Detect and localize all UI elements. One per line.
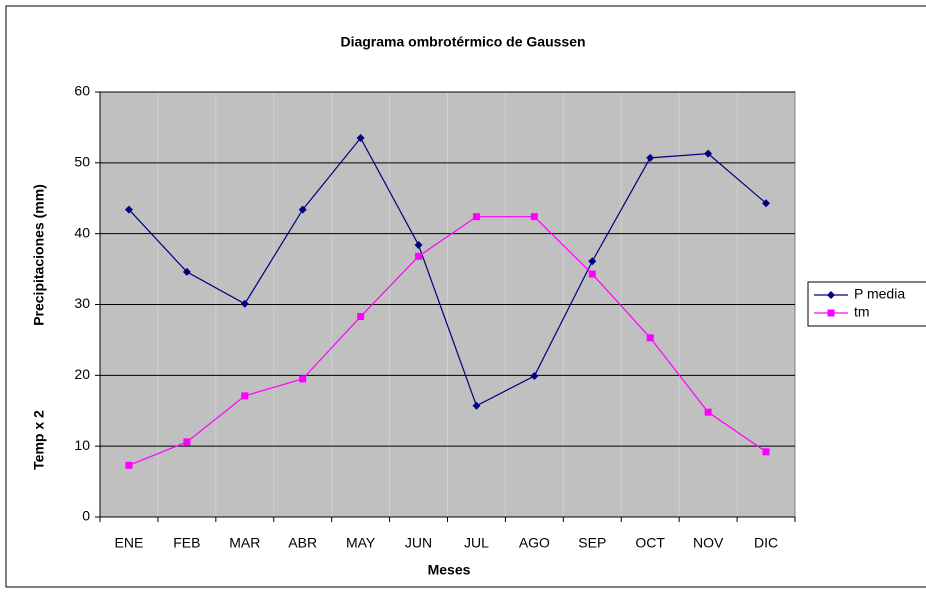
- x-axis-label: Meses: [428, 562, 471, 578]
- marker: [356, 134, 365, 143]
- marker: [124, 205, 133, 214]
- legend-marker: [827, 291, 835, 299]
- marker: [472, 213, 480, 221]
- marker: [240, 299, 249, 308]
- chart-title: Diagrama ombrotérmico de Gaussen: [340, 34, 585, 50]
- x-tick-label: NOV: [693, 535, 724, 551]
- y-axis-label: Temp x 2: [31, 410, 47, 470]
- x-tick-label: ENE: [115, 535, 144, 551]
- x-tick-label: DIC: [754, 535, 778, 551]
- marker: [183, 438, 191, 446]
- legend-label: P media: [854, 286, 905, 302]
- marker: [298, 205, 307, 214]
- y-tick-label: 60: [74, 83, 90, 99]
- x-tick-label: FEB: [173, 535, 200, 551]
- y-tick-label: 40: [74, 224, 90, 240]
- marker: [530, 372, 539, 381]
- marker: [762, 448, 770, 456]
- marker: [241, 392, 249, 400]
- legend-marker: [827, 309, 835, 317]
- marker: [530, 213, 538, 221]
- y-tick-label: 0: [82, 508, 90, 524]
- series-line: [128, 136, 767, 407]
- y-axis-label: Precipitaciones (mm): [31, 184, 47, 326]
- x-tick-label: ABR: [288, 535, 317, 551]
- marker: [646, 334, 654, 342]
- x-tick-label: AGO: [519, 535, 550, 551]
- x-tick-label: JUN: [405, 535, 432, 551]
- y-tick-label: 10: [74, 437, 90, 453]
- marker: [415, 252, 423, 260]
- marker: [704, 149, 713, 158]
- y-tick-label: 20: [74, 366, 90, 382]
- x-tick-label: MAY: [346, 535, 376, 551]
- series-line: [128, 216, 767, 466]
- marker: [704, 408, 712, 416]
- x-tick-label: MAR: [229, 535, 260, 551]
- x-tick-label: JUL: [464, 535, 489, 551]
- marker: [588, 270, 596, 278]
- y-tick-label: 50: [74, 154, 90, 170]
- marker: [299, 375, 307, 383]
- legend-box: [807, 281, 926, 327]
- marker: [762, 199, 771, 208]
- legend-label: tm: [854, 304, 870, 320]
- x-tick-label: OCT: [635, 535, 665, 551]
- marker: [472, 401, 481, 410]
- marker: [125, 461, 133, 469]
- x-tick-label: SEP: [578, 535, 606, 551]
- marker: [646, 153, 655, 162]
- marker: [414, 241, 423, 249]
- marker: [182, 267, 191, 276]
- marker: [588, 257, 597, 266]
- marker: [357, 313, 365, 321]
- y-tick-label: 30: [74, 295, 90, 311]
